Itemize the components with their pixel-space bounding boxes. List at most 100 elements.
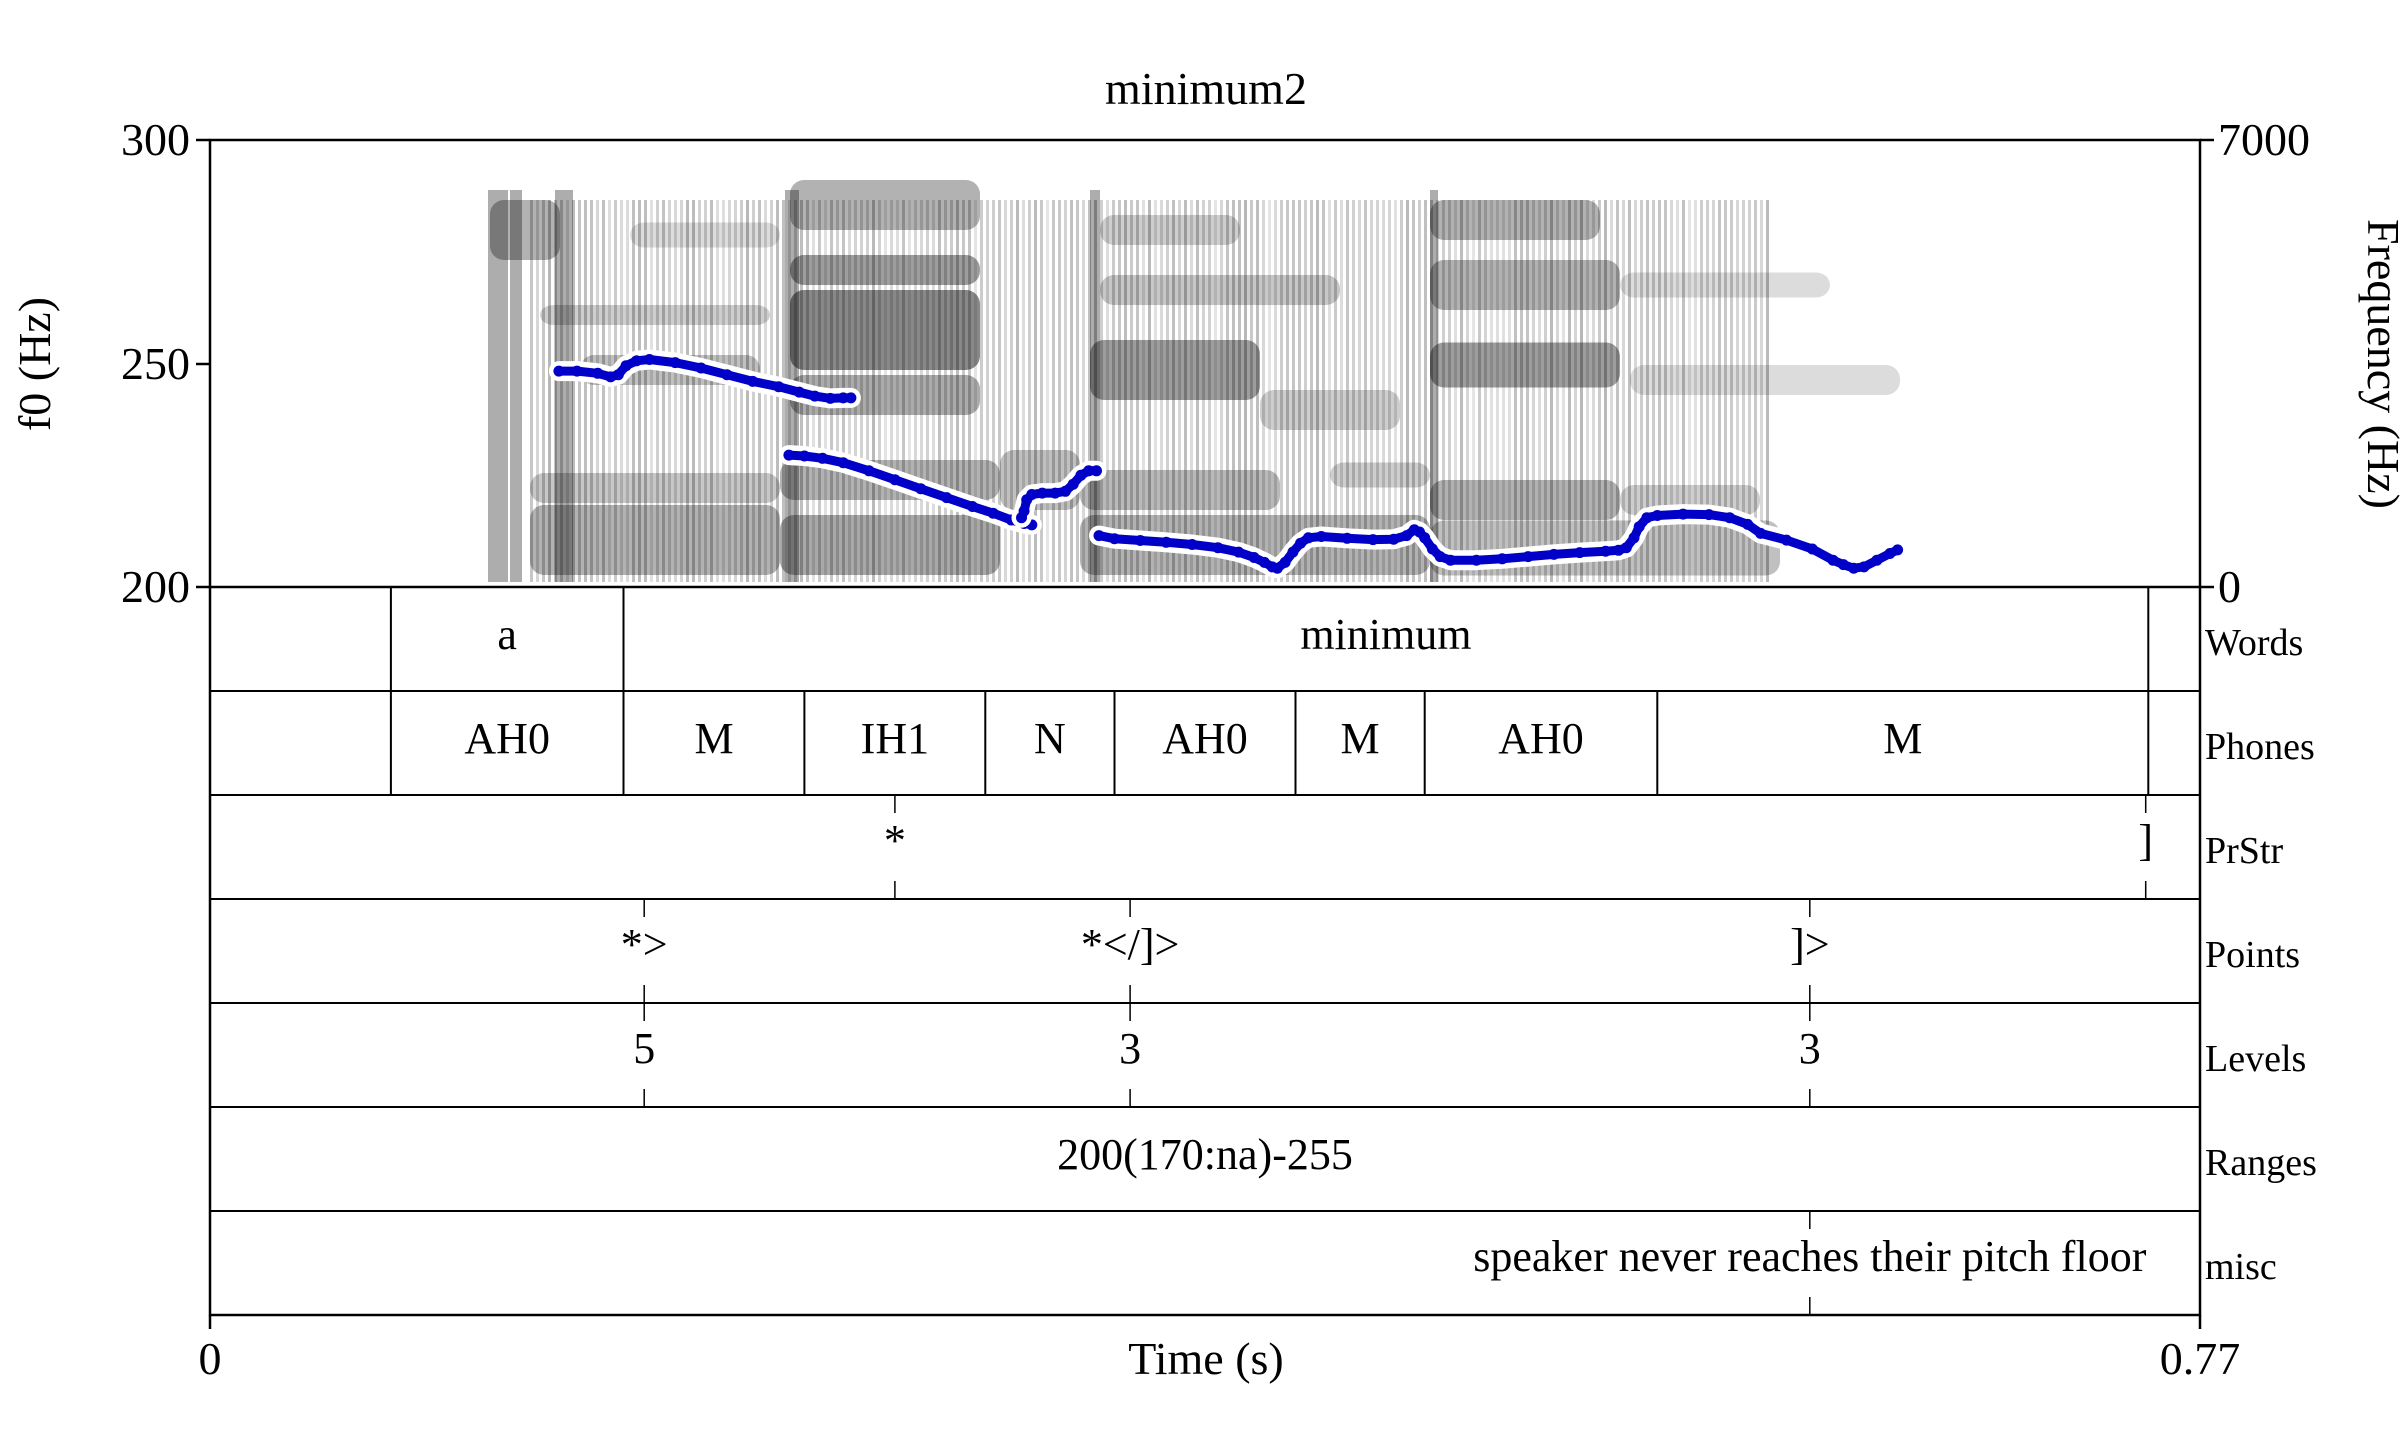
- f0-point: [1827, 554, 1839, 566]
- spectrogram-striation: [1544, 200, 1547, 582]
- point-label: 5: [633, 1024, 655, 1073]
- spectrogram-striation: [1064, 200, 1067, 582]
- spectrogram-striation: [542, 200, 545, 582]
- spectrogram-striation: [536, 200, 539, 582]
- f0-point: [1522, 551, 1534, 563]
- f0-point: [889, 474, 901, 486]
- f0-point: [1445, 554, 1456, 566]
- spectrogram-striation: [1526, 200, 1529, 582]
- spectrogram-striation: [1082, 200, 1085, 582]
- tier-words: Words a minimum: [389, 587, 2303, 691]
- spectrogram-striation: [1232, 200, 1235, 582]
- f0-point: [1419, 532, 1431, 544]
- spectrogram-striation: [1268, 200, 1271, 582]
- f0-point: [1641, 512, 1653, 524]
- f0-point: [1295, 537, 1307, 549]
- spectrogram-striation: [938, 200, 941, 582]
- f0-point: [1703, 509, 1715, 521]
- spectrogram-striation: [1070, 200, 1073, 582]
- f0-point: [1470, 554, 1482, 566]
- spectrogram-striation: [728, 200, 731, 582]
- interval-label: 200(170:na)-255: [1057, 1130, 1353, 1179]
- spectrogram-striation: [650, 200, 653, 582]
- spectrogram-striation: [1748, 200, 1751, 582]
- spectrogram-striation: [1112, 200, 1115, 582]
- spectrogram-striation: [1310, 200, 1313, 582]
- spectrogram-striation: [1334, 200, 1337, 582]
- f0-point: [1651, 510, 1663, 521]
- spectrogram-striation: [686, 200, 689, 582]
- spectrogram-striation: [1010, 200, 1013, 582]
- point-label: ]: [2138, 816, 2153, 865]
- f0-point: [1633, 521, 1645, 533]
- chart-title: minimum2: [1105, 63, 1307, 114]
- f0-point: [612, 369, 624, 381]
- f0-point: [941, 492, 953, 504]
- spectrogram-striation: [1340, 200, 1343, 582]
- tier-name: Levels: [2205, 1038, 2306, 1080]
- spectrogram-striation: [1658, 200, 1661, 582]
- spectrogram-striation: [860, 200, 863, 582]
- spectrogram-striation: [1142, 200, 1145, 582]
- spectrogram-striation: [944, 200, 947, 582]
- spectrogram-striation: [1418, 200, 1421, 582]
- spectrogram-band: [540, 305, 770, 325]
- spectrogram-striation: [1412, 200, 1415, 582]
- tier-name: Ranges: [2205, 1142, 2317, 1184]
- spectrogram-band: [1090, 340, 1260, 400]
- f0-point: [987, 507, 999, 519]
- spectrogram-striation: [986, 200, 989, 582]
- f0-point: [553, 365, 565, 377]
- spectrogram-band: [1430, 200, 1600, 240]
- f0-point: [1434, 551, 1446, 563]
- spectrogram-striation: [1208, 200, 1211, 582]
- spectrogram-striation: [1742, 200, 1745, 582]
- spectrogram-striation: [1424, 200, 1427, 582]
- f0-point: [643, 354, 655, 365]
- spectrogram-band: [530, 473, 780, 503]
- interval-label: M: [1883, 714, 1922, 763]
- spectrogram-striation: [1304, 200, 1307, 582]
- spectrogram-striation: [1586, 200, 1589, 582]
- spectrogram-striation: [614, 200, 617, 582]
- y-tick-label-250: 250: [121, 338, 190, 389]
- f0-point: [1496, 553, 1508, 565]
- spectrogram-striation: [1610, 200, 1613, 582]
- annotation-tiers: Words a minimum Phones AH0 M IH1 N AH0 M AH0 M PrStr…: [389, 587, 2317, 1315]
- spectrogram-striation: [1250, 200, 1253, 582]
- f0-point: [747, 375, 759, 387]
- spectrogram-striation: [1094, 200, 1097, 582]
- point-label-background: [1794, 1024, 1825, 1073]
- spectrogram-striation: [566, 200, 569, 582]
- spectrogram-striation: [1700, 200, 1703, 582]
- f0-point: [1426, 543, 1438, 555]
- f0-point: [1093, 530, 1105, 542]
- spectrogram-striation: [1226, 200, 1229, 582]
- f0-point: [817, 452, 828, 464]
- f0-point: [798, 450, 810, 462]
- spectrogram-striation: [878, 200, 881, 582]
- spectrogram-striation: [980, 200, 983, 582]
- spectrogram-striation: [1148, 200, 1151, 582]
- spectrogram-band: [1330, 462, 1430, 488]
- spectrogram-striation: [668, 200, 671, 582]
- spectrogram-band: [790, 255, 980, 285]
- spectrogram-striation: [1592, 200, 1595, 582]
- f0-point: [1806, 543, 1818, 555]
- f0-point: [773, 381, 785, 393]
- spectrogram-striation: [596, 200, 599, 582]
- y-tick-label-300: 300: [121, 114, 190, 165]
- spectrogram-striation: [572, 200, 575, 582]
- spectrogram-striation: [620, 200, 623, 582]
- spectrogram-striation: [1004, 200, 1007, 582]
- spectrogram-striation: [1628, 200, 1631, 582]
- spectrogram-striation: [1460, 200, 1463, 582]
- spectrogram-striation: [866, 200, 869, 582]
- spectrogram-striation: [1754, 200, 1757, 582]
- spectrogram-striation: [1280, 200, 1283, 582]
- f0-point: [695, 362, 707, 374]
- spectrogram-striation: [1046, 200, 1049, 582]
- f0-point: [1302, 532, 1314, 544]
- spectrogram-striation: [626, 200, 629, 582]
- spectrogram-striation: [1430, 200, 1433, 582]
